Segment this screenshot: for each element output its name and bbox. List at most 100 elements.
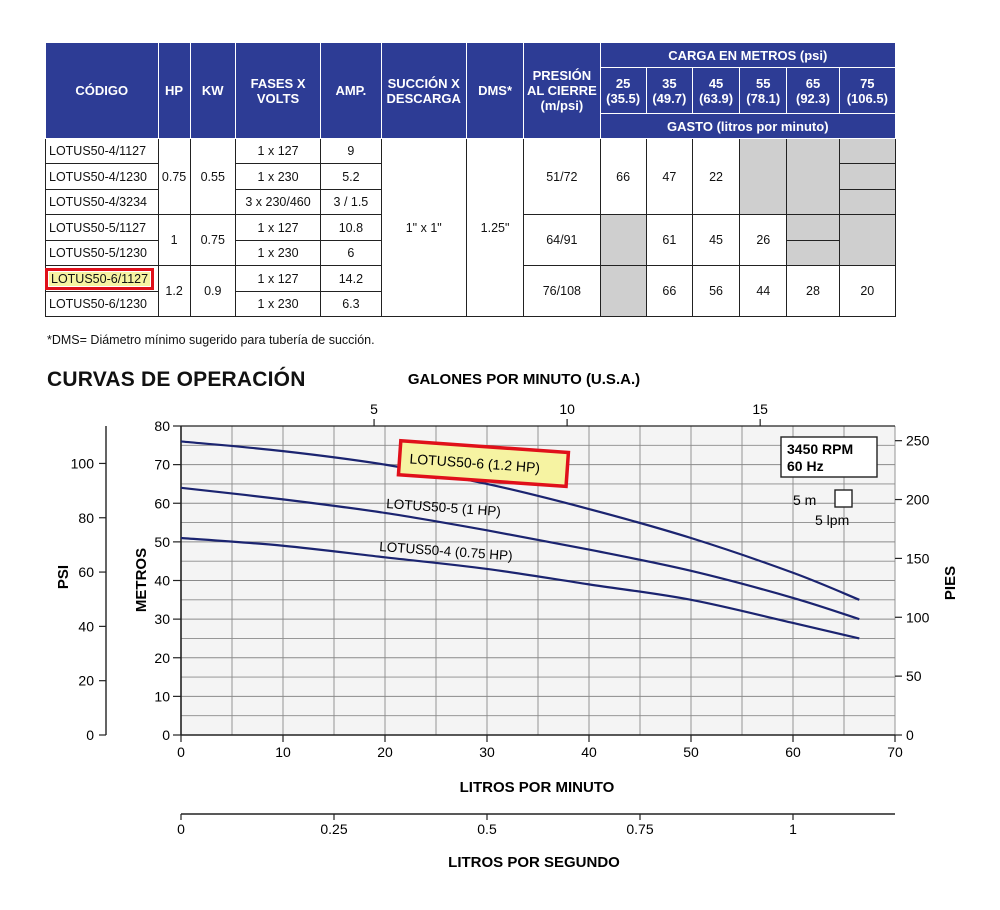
cell-amp: 6.3 — [320, 291, 382, 317]
top-axis-title: GALONES POR MINUTO (U.S.A.) — [408, 371, 640, 388]
cell-gasto — [599, 214, 647, 266]
cell-code: LOTUS50-6/1127 — [44, 265, 159, 292]
pies-tick-label: 0 — [906, 727, 914, 743]
header-codigo: CÓDIGO — [45, 42, 159, 139]
table-row: LOTUS50-5/1230 1 x 230 6 — [45, 240, 896, 266]
y-tick-label: 0 — [162, 727, 170, 743]
y-axis-title: METROS — [133, 548, 150, 612]
psi-tick-label: 100 — [71, 455, 95, 471]
scale-square — [834, 489, 853, 508]
top-tick-label: 15 — [752, 401, 768, 417]
cell-code: LOTUS50-4/3234 — [45, 189, 159, 215]
lps-tick-label: 0.25 — [320, 821, 347, 837]
cell-gasto: 20 — [838, 265, 897, 317]
top-tick-label: 10 — [559, 401, 575, 417]
y-tick-label: 80 — [154, 418, 170, 434]
cell-code: LOTUS50-5/1127 — [45, 214, 159, 241]
table-row: LOTUS50-6/1127 1.2 0.9 1 x 127 14.2 76/108 66 5… — [44, 265, 897, 317]
cell-gasto: 45 — [691, 214, 741, 266]
x-axis-title: LITROS POR MINUTO — [460, 779, 615, 796]
cell-amp: 6 — [320, 240, 382, 266]
cell-amp: 14.2 — [320, 265, 382, 292]
cell-fases: 3 x 230/460 — [234, 189, 322, 215]
y-tick-label: 40 — [154, 573, 170, 589]
scale-lpm-label: 5 lpm — [815, 512, 849, 528]
pies-axis-title: PIES — [942, 566, 959, 600]
header-fases-line1: FASES X — [250, 75, 306, 91]
series-line-2 — [180, 486, 860, 621]
cell-hp: 1.2 — [157, 265, 191, 317]
lps-tick-label: 1 — [789, 821, 797, 837]
cell-code: LOTUS50-4/1230 — [45, 163, 159, 190]
x-tick-label: 0 — [177, 744, 185, 760]
cell-gasto — [786, 138, 840, 215]
series-label-1-group: LOTUS50-6 (1.2 HP) — [396, 438, 571, 489]
x-tick-label: 30 — [479, 744, 495, 760]
y-tick-label: 10 — [154, 688, 170, 704]
cell-fases: 1 x 230 — [234, 291, 322, 317]
pies-tick-label: 150 — [906, 550, 930, 566]
cell-code: LOTUS50-5/1230 — [45, 240, 159, 266]
header-amp: AMP. — [320, 42, 382, 139]
carga-psi: (49.7) — [652, 90, 687, 106]
table-row: LOTUS50-6/1230 1 x 230 6.3 — [45, 291, 896, 317]
lps-tick-label: 0 — [177, 821, 185, 837]
x-tick-label: 50 — [683, 744, 699, 760]
cell-gasto: 28 — [786, 265, 840, 317]
carga-meters: 35 — [662, 75, 677, 91]
hz-label: 60 Hz — [787, 458, 824, 474]
rpm-label: 3450 RPM — [787, 441, 853, 457]
cell-code: LOTUS50-4/1127 — [45, 138, 159, 164]
psi-axis-title: PSI — [55, 565, 72, 589]
carga-meters: 75 — [860, 75, 875, 91]
carga-meters: 65 — [805, 75, 821, 91]
x-tick-label: 70 — [887, 744, 903, 760]
cell-code: LOTUS50-6/1230 — [45, 291, 159, 317]
cell-gasto — [786, 214, 840, 266]
psi-tick-label: 60 — [78, 564, 94, 580]
cell-fases: 1 x 127 — [234, 214, 322, 241]
cell-amp: 3 / 1.5 — [320, 189, 382, 215]
psi-tick-label: 80 — [78, 510, 94, 526]
series-line-3 — [180, 536, 860, 640]
carga-psi: (78.1) — [746, 90, 781, 106]
cell-gasto: 66 — [599, 138, 647, 215]
rpm-box — [780, 436, 878, 478]
header-presion-line2: AL CIERRE — [526, 83, 597, 98]
pies-tick-label: 200 — [906, 492, 930, 508]
carga-meters: 55 — [756, 75, 771, 91]
section-title: CURVAS DE OPERACIÓN — [47, 368, 306, 391]
cell-gasto: 47 — [645, 138, 693, 215]
header-carga-35: 35 (49.7) — [645, 67, 693, 114]
cell-gasto: 56 — [691, 265, 741, 317]
y-tick-label: 50 — [154, 534, 170, 550]
cell-succion: 1" x 1" — [380, 138, 467, 317]
pies-tick-label: 100 — [906, 609, 930, 625]
gray-subcell — [839, 163, 895, 188]
carga-psi: (35.5) — [606, 90, 641, 106]
lps-tick-label: 0.75 — [626, 821, 653, 837]
header-gasto: GASTO (litros por minuto) — [599, 113, 897, 139]
table-row: LOTUS50-4/1230 1 x 230 5.2 — [45, 163, 896, 190]
header-succion-line1: SUCCIÓN X — [387, 75, 460, 91]
cell-presion: 64/91 — [523, 214, 601, 266]
cell-dms: 1.25" — [465, 138, 525, 317]
psi-tick-label: 0 — [86, 727, 94, 743]
carga-psi: (63.9) — [699, 90, 734, 106]
spec-table: CÓDIGO HP KW FASES X VOLTS AMP. SUCCIÓN X… — [44, 42, 897, 317]
gray-subcell — [787, 239, 839, 266]
y-tick-label: 70 — [154, 457, 170, 473]
cell-gasto — [838, 214, 897, 266]
cell-presion: 51/72 — [523, 138, 601, 215]
lps-axis-title: LITROS POR SEGUNDO — [448, 854, 620, 871]
header-dms: DMS* — [465, 42, 525, 139]
cell-amp: 5.2 — [320, 163, 382, 190]
x-tick-label: 60 — [785, 744, 801, 760]
dms-note: *DMS= Diámetro mínimo sugerido para tube… — [47, 333, 375, 347]
carga-psi: (92.3) — [796, 90, 830, 106]
scale-meters-label: 5 m — [793, 492, 816, 508]
cell-kw: 0.9 — [189, 265, 236, 317]
cell-gasto — [838, 138, 897, 215]
x-tick-label: 40 — [581, 744, 597, 760]
